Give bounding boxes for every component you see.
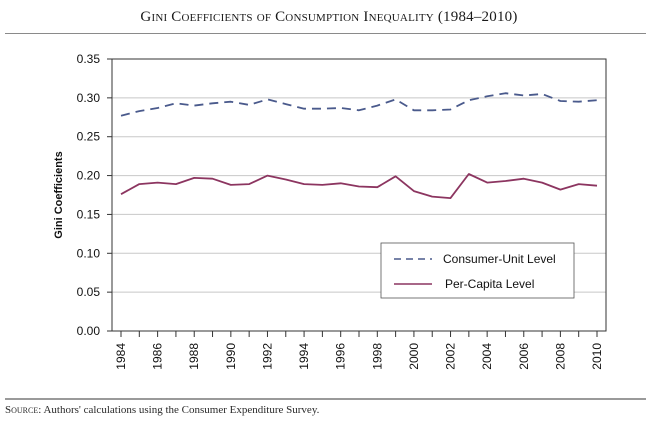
x-tick-label: 1986	[151, 343, 165, 370]
y-tick-label: 0.05	[77, 285, 101, 299]
series-line-consumer-unit	[120, 92, 598, 117]
x-tick-label: 2004	[480, 343, 494, 370]
legend-label-per-capita: Per-Capita Level	[445, 277, 534, 291]
y-tick-label: 0.35	[77, 52, 101, 66]
y-tick-label: 0.00	[77, 324, 101, 338]
y-tick-label: 0.10	[77, 246, 101, 260]
source-note: Source: Authors' calculations using the …	[5, 404, 319, 416]
series-lines	[120, 92, 598, 200]
y-tick-label: 0.25	[77, 130, 101, 144]
x-tick-label: 2002	[444, 343, 458, 370]
gridlines	[112, 97, 606, 293]
legend-box	[380, 242, 575, 299]
x-tick-label: 2000	[407, 343, 421, 370]
source-label: Source:	[5, 404, 42, 416]
title-divider	[5, 33, 646, 34]
y-tick-label: 0.30	[77, 91, 101, 105]
x-tick-label: 1992	[260, 343, 274, 370]
y-axis-ticks: 0.00 0.05 0.10 0.15 0.20 0.25 0.30 0.35	[77, 52, 112, 338]
x-tick-label: 1990	[224, 343, 238, 370]
series-line-per-capita	[120, 173, 598, 200]
x-tick-label: 2010	[590, 343, 604, 370]
x-tick-label: 1988	[187, 343, 201, 370]
x-tick-label: 2006	[517, 343, 531, 370]
x-tick-label: 1984	[114, 343, 128, 370]
y-tick-label: 0.20	[77, 169, 101, 183]
legend-label-consumer-unit: Consumer-Unit Level	[443, 252, 556, 266]
source-text: Authors' calculations using the Consumer…	[41, 404, 320, 416]
x-tick-label: 1994	[297, 343, 311, 370]
source-divider	[5, 398, 646, 400]
x-tick-label: 1996	[334, 343, 348, 370]
x-tick-label: 1998	[370, 343, 384, 370]
y-axis-title: Gini Coefficients	[53, 151, 65, 238]
y-tick-label: 0.15	[77, 207, 101, 221]
legend: Consumer-Unit Level Per-Capita Level	[380, 242, 575, 299]
x-axis-ticks: 1984 1986 1988 1990 1992 1994 1996 1998 2000 2002…	[114, 331, 604, 370]
x-tick-label: 2008	[553, 343, 567, 370]
figure-title: Gini Coefficients of Consumption Inequal…	[140, 9, 518, 25]
